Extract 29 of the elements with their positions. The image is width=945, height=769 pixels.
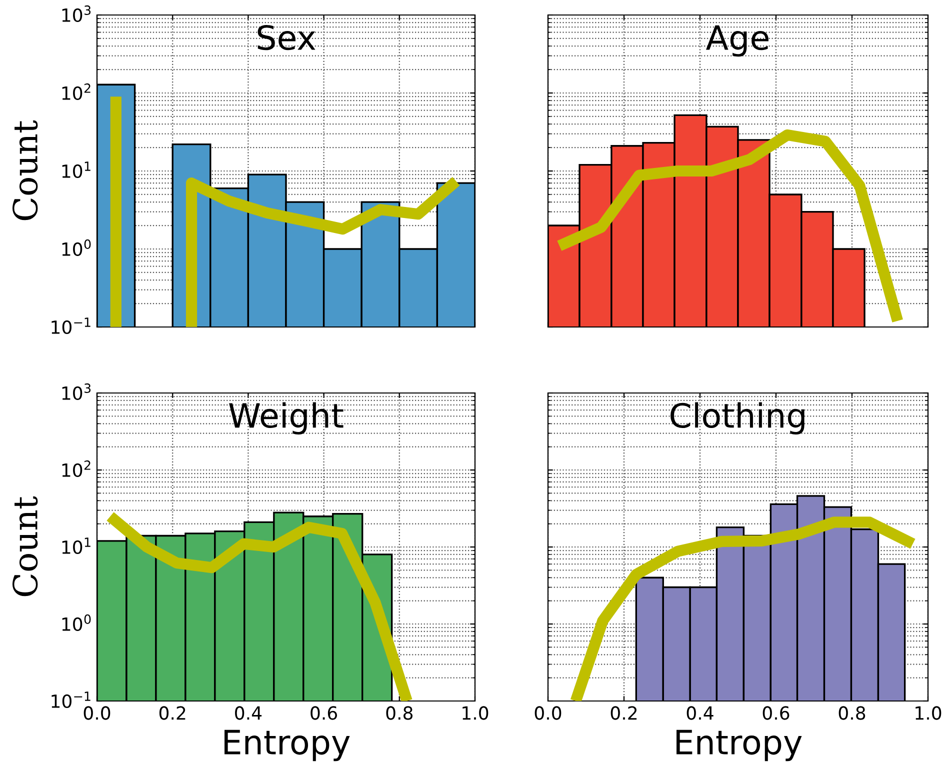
y-axis-title: Count — [12, 496, 38, 596]
y-tick-label: 10$^{0}$ — [62, 239, 91, 256]
x-tick-label: 0.4 — [686, 706, 714, 720]
y-tick-label: 10$^{2}$ — [62, 460, 90, 477]
x-tick-label: 0.6 — [310, 706, 338, 720]
y-axis-title: Count — [12, 120, 38, 220]
x-tick-label: 1.0 — [916, 706, 942, 720]
x-axis-title: Entropy — [224, 730, 350, 762]
y-tick-label: 10$^{3}$ — [62, 5, 91, 22]
x-tick-label: 0.8 — [386, 706, 413, 720]
y-tick-label: 10$^{1}$ — [62, 538, 90, 554]
chart-title: Age — [706, 25, 768, 57]
chart-title: Weight — [229, 402, 344, 434]
chart-title: Clothing — [670, 402, 804, 434]
x-tick-label: 0.0 — [534, 706, 562, 720]
x-tick-label: 0.4 — [235, 706, 262, 720]
x-tick-label: 0.2 — [159, 706, 186, 720]
x-axis-title: Entropy — [676, 730, 802, 762]
x-tick-label: 0.2 — [610, 706, 637, 720]
y-tick-label: 10$^{−1}$ — [52, 318, 90, 334]
y-tick-label: 10$^{3}$ — [62, 383, 91, 400]
y-tick-label: 10$^{1}$ — [62, 162, 90, 178]
y-tick-label: 10$^{2}$ — [62, 83, 90, 100]
x-tick-label: 0.8 — [838, 706, 866, 720]
x-tick-label: 1.0 — [462, 706, 488, 720]
chart-title: Sex — [258, 24, 316, 50]
x-tick-label: 0.6 — [762, 706, 790, 720]
x-tick-label: 0.0 — [84, 706, 110, 720]
y-tick-label: 10$^{0}$ — [62, 614, 91, 631]
